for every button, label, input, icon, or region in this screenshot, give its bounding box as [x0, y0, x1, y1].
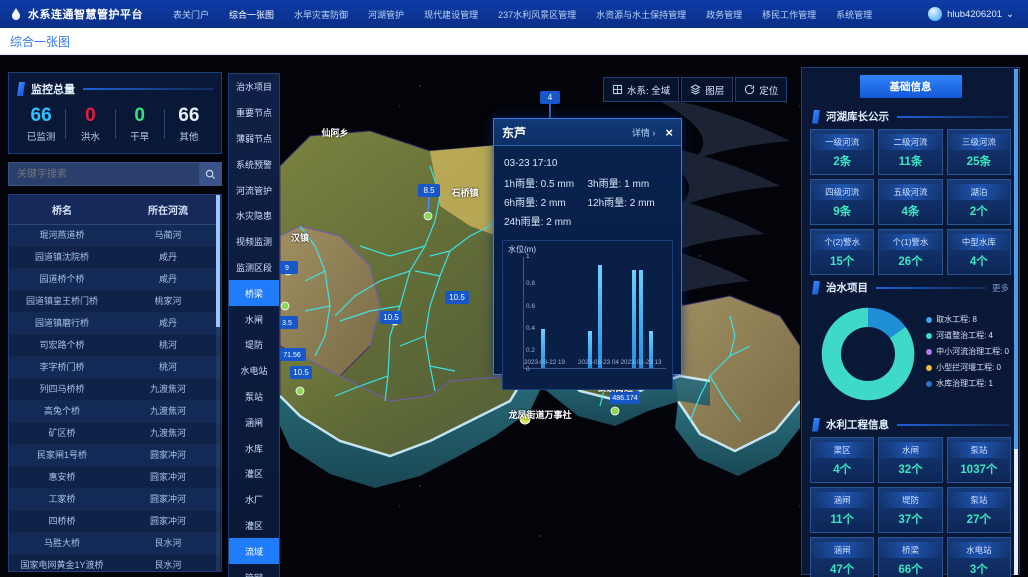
svg-text:9: 9 [285, 265, 289, 272]
svg-text:10.5: 10.5 [293, 368, 309, 377]
svg-text:3.5: 3.5 [282, 320, 292, 327]
svg-text:10.5: 10.5 [449, 293, 465, 302]
svg-text:4: 4 [548, 93, 553, 102]
svg-text:石桥镇: 石桥镇 [450, 187, 478, 198]
svg-text:仙阿乡: 仙阿乡 [321, 127, 348, 138]
svg-text:8.5: 8.5 [423, 186, 435, 195]
svg-text:10.5: 10.5 [383, 313, 399, 322]
svg-text:龙凤街道万事社: 龙凤街道万事社 [507, 409, 571, 420]
svg-text:71.56: 71.56 [283, 352, 301, 359]
svg-text:486.174: 486.174 [612, 395, 637, 402]
svg-text:汉镇: 汉镇 [291, 232, 309, 243]
